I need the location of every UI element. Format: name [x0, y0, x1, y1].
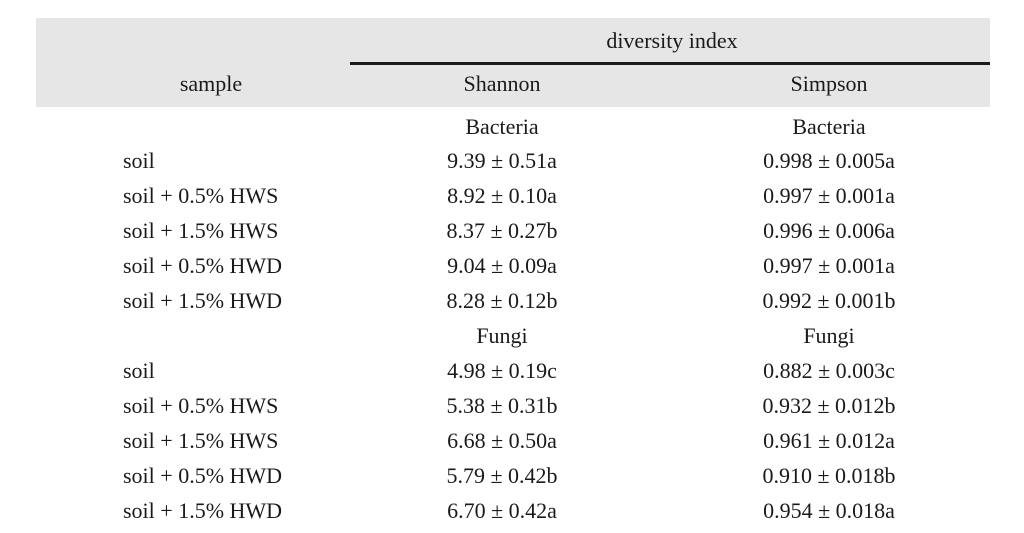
table-row-sample: soil + 1.5% HWD: [123, 498, 283, 523]
table-row-shannon: 8.28 ± 0.12b: [446, 288, 558, 313]
table-row-simpson: 0.932 ± 0.012b: [762, 393, 896, 418]
table-row-shannon: 6.70 ± 0.42a: [447, 498, 557, 523]
table-row-shannon: 5.38 ± 0.31b: [446, 393, 558, 418]
section-title-bacteria-shannon: Bacteria: [465, 114, 539, 139]
table-row-sample: soil + 1.5% HWD: [123, 288, 283, 313]
header-group-label: diversity index: [606, 28, 738, 53]
table-row-sample: soil + 0.5% HWD: [123, 463, 283, 488]
header-simpson-label: Simpson: [790, 71, 868, 96]
table-row-simpson: 0.992 ± 0.001b: [762, 288, 896, 313]
table-row-sample: soil: [123, 148, 155, 173]
table-row-sample: soil: [123, 358, 155, 383]
header-shannon-label: Shannon: [463, 71, 541, 96]
section-title-bacteria-simpson: Bacteria: [792, 114, 866, 139]
table-row-shannon: 4.98 ± 0.19c: [447, 358, 557, 383]
table-row-simpson: 0.961 ± 0.012a: [763, 428, 895, 453]
table-row-shannon: 6.68 ± 0.50a: [447, 428, 557, 453]
table-row-simpson: 0.954 ± 0.018a: [763, 498, 895, 523]
table-row-shannon: 9.39 ± 0.51a: [447, 148, 557, 173]
table-row-shannon: 8.92 ± 0.10a: [447, 183, 557, 208]
table-row-simpson: 0.910 ± 0.018b: [762, 463, 896, 488]
header-group-rule: [350, 62, 990, 65]
table-row-simpson: 0.882 ± 0.003c: [763, 358, 895, 383]
section-title-fungi-simpson: Fungi: [803, 323, 855, 348]
table-row-sample: soil + 0.5% HWD: [123, 253, 283, 278]
table-row-simpson: 0.997 ± 0.001a: [763, 183, 895, 208]
table-row-shannon: 9.04 ± 0.09a: [447, 253, 557, 278]
table-row-shannon: 8.37 ± 0.27b: [446, 218, 558, 243]
table-row-simpson: 0.996 ± 0.006a: [763, 218, 895, 243]
header-sample-label: sample: [179, 71, 243, 96]
table-row-sample: soil + 1.5% HWS: [123, 218, 279, 243]
table-row-simpson: 0.998 ± 0.005a: [763, 148, 895, 173]
section-title-fungi-shannon: Fungi: [476, 323, 528, 348]
table-row-simpson: 0.997 ± 0.001a: [763, 253, 895, 278]
table-row-sample: soil + 0.5% HWS: [123, 393, 279, 418]
table-row-sample: soil + 1.5% HWS: [123, 428, 279, 453]
table-row-shannon: 5.79 ± 0.42b: [446, 463, 558, 488]
table-row-sample: soil + 0.5% HWS: [123, 183, 279, 208]
